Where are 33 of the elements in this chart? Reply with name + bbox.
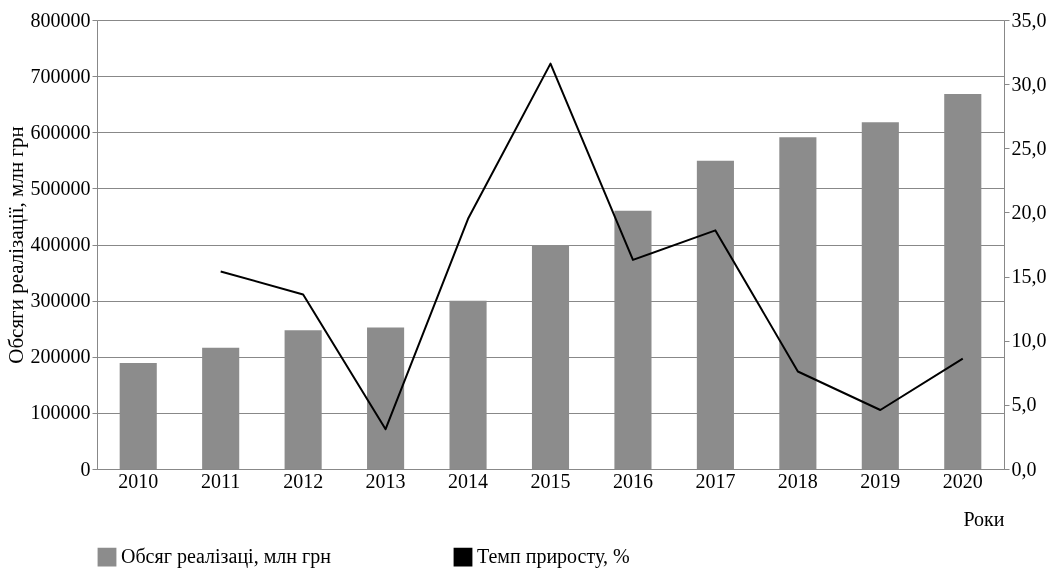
x-tick-label: 2013 <box>365 469 406 492</box>
y-tick-label: 700000 <box>30 64 91 87</box>
y2-tick-label: 0,0 <box>1011 457 1037 480</box>
y-tick-label: 600000 <box>30 120 91 143</box>
y-tick-label: 200000 <box>30 345 91 368</box>
x-axis-title: Роки <box>963 507 1005 530</box>
y-tick-label: 500000 <box>30 176 91 199</box>
y-tick-label: 800000 <box>30 8 91 31</box>
legend-label: Темп приросту, % <box>477 545 630 569</box>
y2-tick-label: 15,0 <box>1011 265 1047 288</box>
x-tick-label: 2011 <box>201 469 241 492</box>
x-tick-label: 2015 <box>530 469 571 492</box>
x-tick-label: 2017 <box>695 469 736 492</box>
y-tick-label: 400000 <box>30 233 91 255</box>
y2-tick-label: 25,0 <box>1011 136 1047 159</box>
y2-tick-label: 5,0 <box>1011 393 1037 416</box>
y2-tick-label: 20,0 <box>1011 200 1047 223</box>
x-tick-label: 2018 <box>777 469 818 492</box>
x-tick-label: 2020 <box>942 469 983 492</box>
line-series <box>219 62 964 431</box>
x-tick-label: 2019 <box>860 469 901 492</box>
y2-tick-label: 10,0 <box>1011 329 1047 352</box>
y2-tick-label: 35,0 <box>1011 8 1047 31</box>
y-axis-title: Обсяги реалізації, млн грн <box>3 126 28 364</box>
x-tick-label: 2012 <box>283 469 324 492</box>
y-tick-label: 300000 <box>30 289 91 312</box>
y-tick-label: 0 <box>80 457 91 480</box>
x-tick-label: 2010 <box>118 469 159 492</box>
legend-label: Обсяг реалізаці, млн грн <box>121 545 332 569</box>
y-tick-label: 100000 <box>30 401 91 424</box>
x-tick-label: 2016 <box>612 469 653 492</box>
x-tick-label: 2014 <box>448 469 489 492</box>
y2-tick-label: 30,0 <box>1011 72 1047 95</box>
